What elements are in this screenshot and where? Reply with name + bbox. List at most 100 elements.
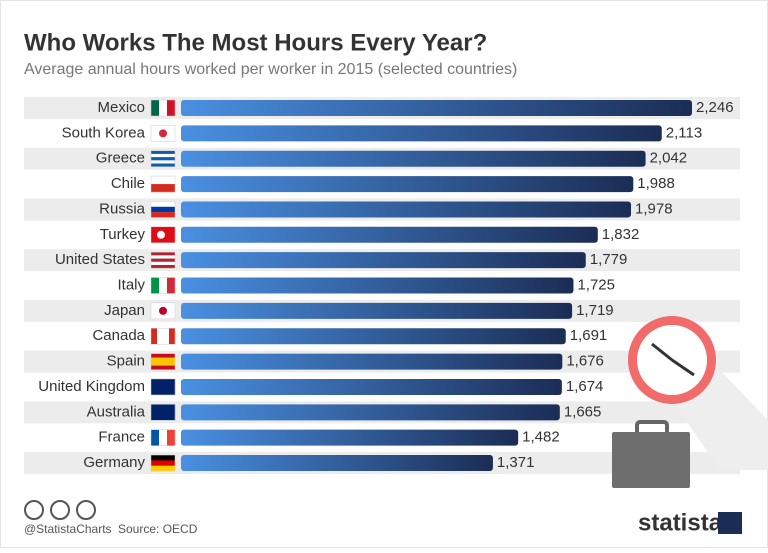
value-label: 1,978: [635, 200, 673, 217]
value-label: 1,665: [564, 403, 602, 420]
flag: [151, 258, 175, 262]
category-label: Spain: [107, 353, 145, 370]
credit: @StatistaCharts: [24, 522, 112, 536]
category-label: United Kingdom: [38, 378, 145, 395]
value-label: 2,113: [666, 124, 702, 141]
bar: [181, 378, 562, 395]
flag-border: [150, 404, 176, 421]
flag: [151, 455, 175, 461]
bar: [181, 201, 632, 218]
category-label: Chile: [111, 175, 145, 192]
value-label: 1,988: [637, 175, 675, 192]
flag-border: [150, 378, 176, 396]
flag-border: [150, 454, 176, 472]
flag: [151, 255, 175, 259]
flag-border: [150, 353, 176, 370]
bar: [181, 404, 560, 421]
value-label: 1,691: [570, 327, 608, 344]
value-label: 2,042: [650, 150, 688, 167]
value-label: 1,371: [497, 454, 535, 471]
category-label: Canada: [92, 327, 145, 344]
flag: [159, 100, 168, 116]
flag: [167, 277, 176, 294]
flag: [159, 306, 167, 315]
bar: [181, 150, 646, 167]
flag-border: [150, 302, 176, 320]
bar: [181, 455, 493, 472]
flag: [151, 261, 175, 266]
flag: [151, 264, 175, 269]
chart-title: Who Works The Most Hours Every Year?: [24, 29, 487, 56]
value-label: 1,779: [590, 251, 628, 268]
flag-border: [150, 327, 176, 345]
bar: [181, 125, 662, 142]
category-label: Germany: [83, 454, 145, 471]
flag: [151, 465, 175, 472]
bar: [181, 328, 566, 345]
category-label: Mexico: [97, 99, 145, 116]
flag: [151, 160, 175, 164]
flag: [151, 163, 175, 167]
value-label: 1,482: [522, 429, 560, 446]
bar: [181, 100, 692, 116]
category-label: Australia: [87, 403, 146, 420]
flag: [151, 153, 175, 158]
value-label: 1,674: [566, 378, 604, 395]
flag-border: [150, 99, 176, 117]
category-label: Italy: [117, 276, 145, 293]
flag: [151, 378, 176, 395]
flag-border: [150, 226, 176, 244]
bar: [181, 429, 519, 446]
flag: [151, 277, 160, 294]
flag: [151, 429, 160, 446]
flag: [151, 201, 175, 207]
flag: [151, 404, 176, 421]
flag: [167, 100, 176, 116]
value-label: 2,246: [696, 99, 734, 116]
flag-border: [150, 429, 176, 446]
category-label: South Korea: [62, 124, 146, 141]
flag: [159, 429, 168, 446]
flag: [151, 328, 158, 345]
value-label: 1,719: [576, 302, 614, 319]
bar: [181, 176, 634, 193]
value-label: 1,676: [566, 353, 604, 370]
flag: [169, 328, 176, 345]
flag: [151, 100, 160, 116]
value-label: 1,725: [577, 276, 615, 293]
flag: [159, 129, 167, 138]
flag-border: [150, 175, 176, 193]
bar: [181, 302, 573, 319]
flag: [151, 150, 175, 155]
license-icons: [24, 500, 96, 520]
flag: [151, 157, 175, 161]
flag: [151, 361, 175, 366]
clock-icon: [628, 316, 768, 470]
flag: [151, 357, 175, 362]
bar: [181, 277, 574, 294]
bar: [181, 252, 586, 269]
briefcase-icon: [612, 420, 690, 488]
bar: [181, 353, 563, 370]
flag: [151, 176, 175, 185]
flag-border: [150, 251, 176, 269]
chart-subtitle: Average annual hours worked per worker i…: [24, 61, 517, 78]
brand: statista: [638, 509, 723, 536]
flag-border: [150, 277, 176, 294]
flag-border: [150, 125, 176, 142]
flag: [151, 252, 175, 256]
flag: [151, 206, 175, 213]
flag: [151, 184, 175, 193]
flag: [151, 460, 175, 466]
category-label: Japan: [104, 302, 145, 319]
flag: [151, 212, 175, 218]
source: Source: OECD: [118, 522, 198, 536]
flag-border: [150, 201, 176, 218]
category-label: Turkey: [100, 226, 146, 243]
brand-icon: [718, 512, 742, 534]
category-label: France: [98, 429, 145, 446]
flag-border: [150, 150, 176, 167]
category-label: Greece: [96, 150, 145, 167]
